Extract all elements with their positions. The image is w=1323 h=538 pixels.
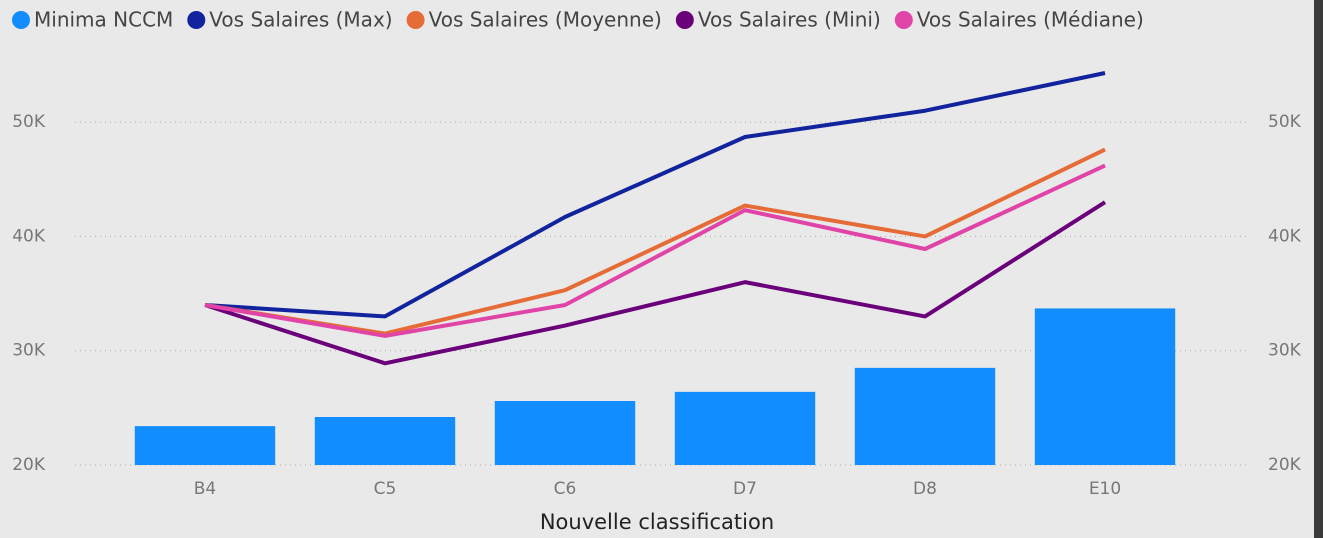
legend-label: Vos Salaires (Moyenne) (429, 8, 662, 32)
x-tick-label: E10 (1089, 479, 1121, 499)
x-tick-label: B4 (194, 479, 216, 499)
x-axis-label: Nouvelle classification (540, 510, 774, 534)
legend-label: Minima NCCM (34, 8, 173, 32)
y2-tick-label: 30K (1268, 341, 1302, 361)
y-tick-label: 30K (12, 341, 46, 361)
y-tick-label: 40K (12, 226, 46, 246)
y-tick-label: 20K (12, 455, 46, 475)
legend-marker (406, 11, 425, 29)
x-tick-label: C5 (374, 479, 397, 499)
y2-tick-label: 20K (1268, 455, 1302, 475)
bar (134, 426, 276, 465)
bar (674, 391, 816, 465)
x-tick-label: D8 (913, 479, 937, 499)
legend-marker (894, 11, 913, 29)
y-tick-label: 50K (12, 112, 46, 132)
scrollbar (1314, 0, 1323, 538)
legend-marker (12, 11, 30, 29)
legend-marker (187, 11, 206, 29)
legend-label: Vos Salaires (Médiane) (917, 8, 1144, 32)
x-tick-label: D7 (733, 479, 757, 499)
line (204, 200, 1107, 366)
legend-label: Vos Salaires (Max) (209, 8, 392, 32)
x-tick-label: C6 (554, 479, 577, 499)
legend-marker (675, 11, 694, 29)
bar (494, 401, 636, 465)
bar (314, 417, 456, 465)
y2-tick-label: 40K (1268, 226, 1302, 246)
bar (1034, 308, 1176, 465)
bar (854, 367, 996, 465)
legend-label: Vos Salaires (Mini) (698, 8, 881, 32)
line (204, 163, 1106, 338)
line (204, 71, 1106, 319)
y2-tick-label: 50K (1268, 112, 1302, 132)
